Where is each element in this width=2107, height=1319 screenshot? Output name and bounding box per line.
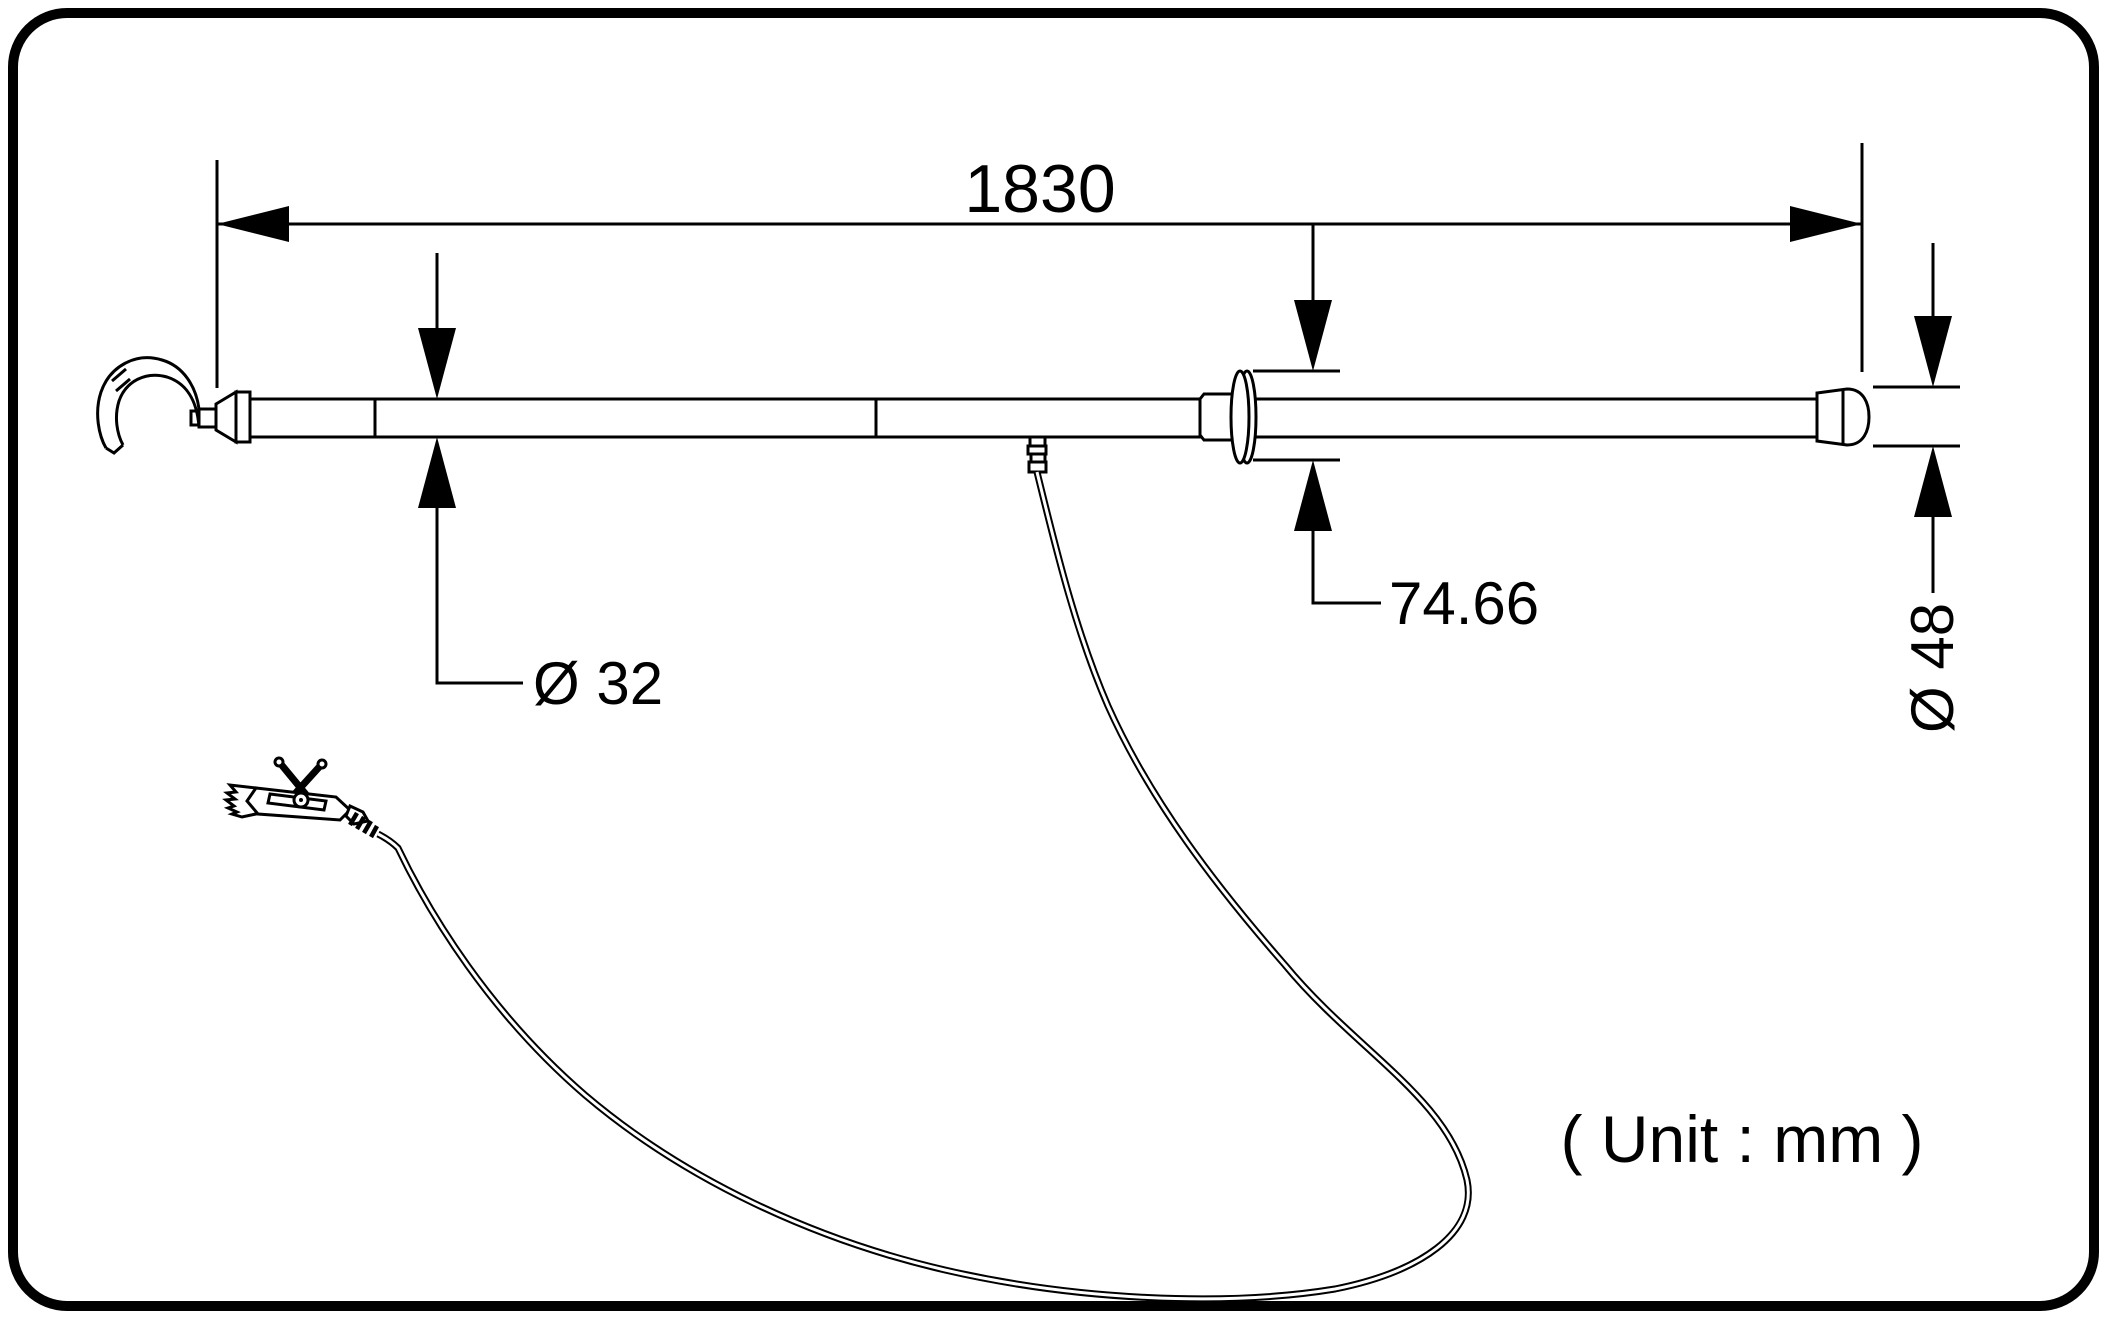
pole-body [248,397,1819,439]
end-cap-diameter-value: Ø 48 [1899,603,1966,733]
clip-jaws [222,783,258,819]
arrowhead-down-icon [1914,316,1952,387]
arrowhead-down-icon [418,328,456,399]
ground-cable [376,471,1472,1303]
overall-length-value: 1830 [964,151,1115,227]
alligator-clip [222,756,379,839]
dimension-end-cap-diameter: Ø 48 [1873,243,1966,733]
arrowhead-up-icon [1294,460,1332,531]
arrowhead-down-icon [1294,300,1332,371]
dimension-overall-length: 1830 [215,143,1864,388]
drawing-border [8,8,2099,1311]
insulated-pole [96,356,1871,474]
guard-diameter-value: 74.66 [1389,570,1539,637]
hand-guard-disc [1229,369,1251,465]
cable-inner [377,471,1470,1301]
dimension-pole-diameter: Ø 32 [418,253,663,717]
wing-screw-prong [276,759,312,801]
discharge-hook [96,356,201,455]
pole-diameter-value: Ø 32 [533,650,663,717]
arrowhead-up-icon [1914,446,1952,517]
grip-collar [1198,392,1235,442]
boot-ribs [348,811,379,839]
unit-note: ( Unit : mm ) [1561,1102,1924,1176]
ferrule-band [234,390,252,444]
cable-connector [1026,435,1048,474]
end-cap [1815,387,1871,447]
hook-joint-ticks [111,367,131,393]
leader-line [1311,531,1381,605]
arrowhead-right-icon [1790,206,1862,242]
hook-tip [105,443,124,455]
hook-neck [197,407,218,429]
arrowhead-left-icon [217,206,289,242]
dimension-guard-diameter: 74.66 [1253,224,1539,637]
leader-line [435,506,523,685]
arrowhead-up-icon [418,437,456,508]
